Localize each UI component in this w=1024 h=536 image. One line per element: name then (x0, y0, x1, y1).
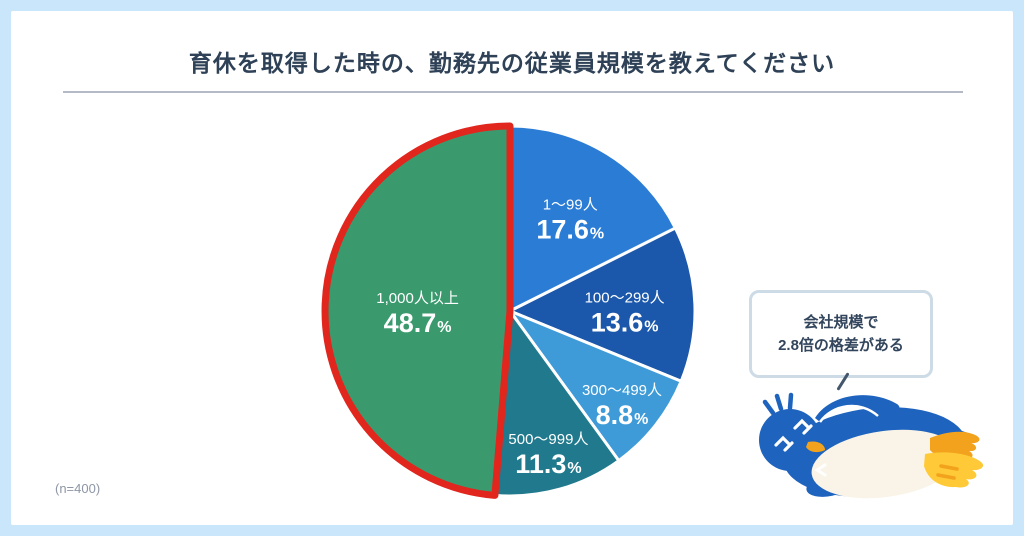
penguin-eye-left (774, 435, 794, 452)
callout-box: 会社規模で 2.8倍の格差がある (749, 290, 933, 378)
penguin-mascot (759, 392, 984, 499)
sample-size-label: (n=400) (55, 481, 101, 496)
pie-label-0: 1〜99人 (543, 196, 598, 213)
callout-line1: 会社規模で (803, 313, 879, 331)
pie-segment-3 (493, 309, 621, 498)
pie-segment-0 (508, 124, 677, 313)
pie-label-1: 100〜299人 (585, 290, 665, 307)
chart-title: 育休を取得した時の、勤務先の従業員規模を教えてください (188, 50, 836, 76)
penguin-chest-mark (814, 463, 827, 477)
pie-segment-1 (508, 226, 697, 383)
pie-label-3: 500〜999人 (508, 431, 588, 448)
pie-highlight-outline (321, 122, 514, 499)
penguin-belly (811, 429, 959, 499)
penguin-beak (806, 441, 825, 453)
callout-line2: 2.8倍の格差がある (778, 337, 904, 354)
penguin-foot-stripes (936, 464, 959, 480)
pie-label-2: 300〜499人 (582, 382, 662, 399)
penguin-flipper-gap (818, 404, 879, 423)
title-divider (63, 91, 963, 93)
penguin-tuft (762, 392, 794, 416)
penguin-flipper (815, 395, 900, 422)
pie-label-4: 1,000人以上 (376, 290, 459, 307)
penguin-eye-right (793, 418, 813, 435)
pie-value-0: 17.6% (536, 214, 604, 244)
pie-segment-2 (508, 309, 683, 463)
